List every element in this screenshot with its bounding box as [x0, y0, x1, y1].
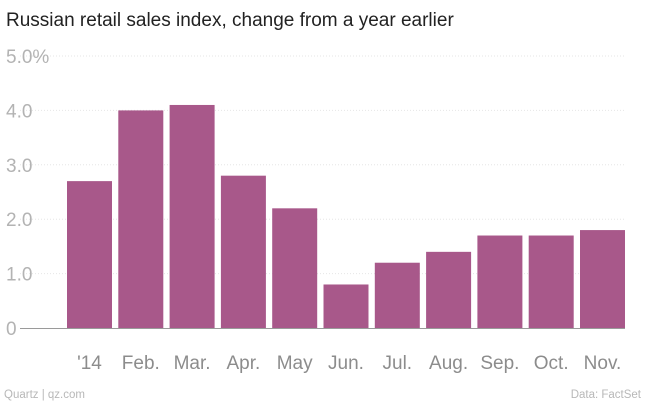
x-tick-label: Sep.: [480, 353, 519, 374]
y-tick-label: 3.0: [6, 156, 32, 177]
x-axis: '14 Feb. Mar. Apr. May Jun. Jul. Aug. Sep. Oct. No…: [77, 353, 621, 374]
x-tick-label: '14: [77, 353, 102, 374]
bar: [323, 284, 369, 328]
y-axis: 0 1.0 2.0 3.0 4.0 5.0%: [6, 47, 49, 340]
x-tick-label: Nov.: [584, 353, 622, 374]
bar: [220, 175, 266, 328]
x-tick-label: Oct.: [534, 353, 569, 374]
x-tick-label: May: [277, 353, 313, 374]
data-source: Data: FactSet: [571, 389, 642, 401]
source-credit: Quartz | qz.com: [4, 389, 85, 401]
bar: [272, 208, 318, 328]
x-tick-label: Mar.: [174, 353, 211, 374]
y-tick-label: 5.0%: [6, 47, 49, 68]
bar-series: [67, 104, 625, 329]
bar: [528, 235, 574, 328]
bar: [169, 104, 215, 329]
bar: [67, 181, 112, 328]
grid-layer: [20, 55, 625, 275]
y-tick-label: 2.0: [6, 210, 32, 231]
bar: [580, 230, 625, 328]
bar: [426, 251, 472, 328]
x-tick-label: Jun.: [328, 353, 364, 374]
x-tick-label: Jul.: [383, 353, 413, 374]
x-tick-label: Aug.: [429, 353, 468, 374]
y-tick-label: 1.0: [6, 265, 32, 286]
bar: [477, 235, 523, 328]
x-tick-label: Apr.: [226, 353, 260, 374]
chart-title: Russian retail sales index, change from …: [6, 10, 454, 31]
x-tick-label: Feb.: [122, 353, 160, 374]
bar: [118, 110, 164, 329]
bar: [374, 262, 420, 328]
y-tick-label: 0: [6, 319, 17, 340]
y-tick-label: 4.0: [6, 101, 32, 122]
